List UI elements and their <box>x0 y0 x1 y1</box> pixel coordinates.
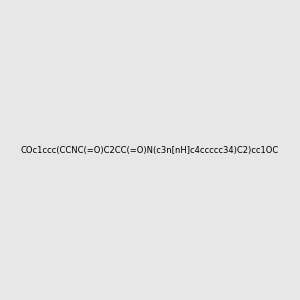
Text: COc1ccc(CCNC(=O)C2CC(=O)N(c3n[nH]c4ccccc34)C2)cc1OC: COc1ccc(CCNC(=O)C2CC(=O)N(c3n[nH]c4ccccc… <box>21 146 279 154</box>
